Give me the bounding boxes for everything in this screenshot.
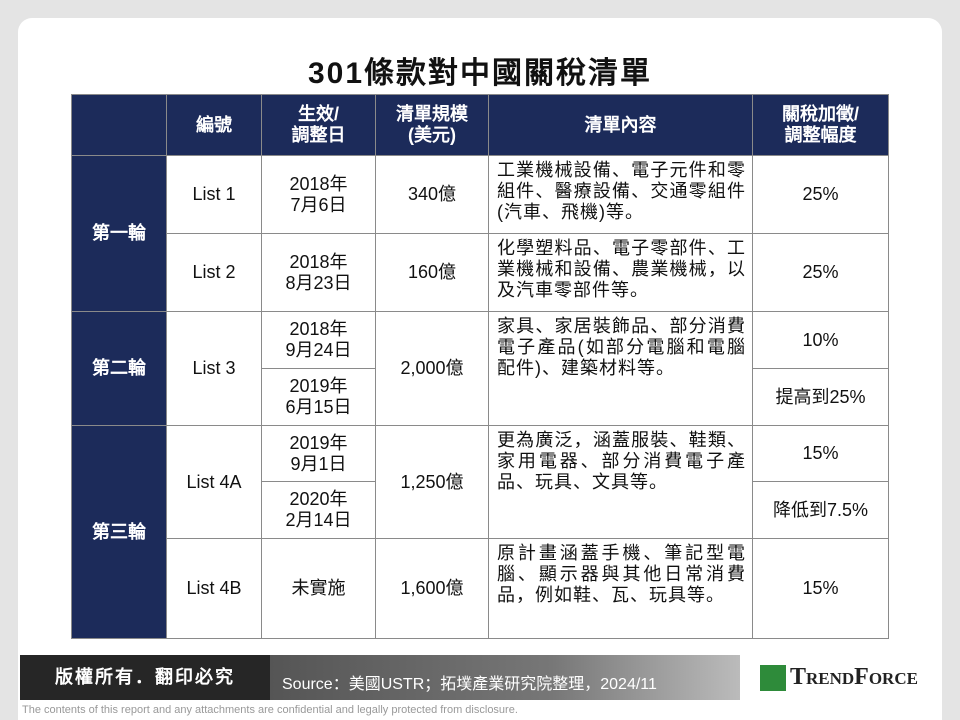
date-cell: 2019年 9月1日 bbox=[261, 425, 376, 482]
date-cell: 2018年 8月23日 bbox=[261, 233, 376, 312]
source: Source：美國USTR；拓墣產業研究院整理，2024/11 bbox=[270, 655, 740, 700]
title: 301條款對中國關稅清單 bbox=[307, 57, 653, 90]
list-id: List 4A bbox=[166, 425, 262, 539]
content-cell: 原計畫涵蓋手機、筆記型電腦、顯示器與其他日常消費品，例如鞋、瓦、玩具等。 bbox=[488, 538, 753, 639]
logo-text: TrendForce bbox=[790, 664, 918, 690]
table-row: List 4B 未實施 1,600億 原計畫涵蓋手機、筆記型電腦、顯示器與其他日常消費… bbox=[72, 538, 889, 639]
header-cell bbox=[71, 94, 167, 156]
header-cell: 關稅加徵/ 調整幅度 bbox=[752, 94, 889, 156]
rate-cell: 降低到7.5% bbox=[752, 481, 889, 539]
copyright: 版權所有．翻印必究 bbox=[20, 655, 270, 700]
date-cell: 2018年 9月24日 bbox=[261, 311, 376, 369]
size-cell: 1,250億 bbox=[375, 425, 489, 539]
round-cell: 第三輪 bbox=[71, 425, 167, 639]
content-cell: 化學塑料品、電子零部件、工業機械和設備、農業機械，以及汽車零部件等。 bbox=[488, 233, 753, 312]
tariff-table: 編號 生效/ 調整日 清單規模 (美元) 清單內容 關稅加徵/ 調整幅度 第一輪 List … bbox=[71, 94, 889, 639]
table-row: 2020年 2月14日 降低到7.5% bbox=[72, 481, 889, 539]
content-cell: 工業機械設備、電子元件和零組件、醫療設備、交通零組件(汽車、飛機)等。 bbox=[488, 155, 753, 234]
size-cell: 2,000億 bbox=[375, 311, 489, 426]
header-cell: 生效/ 調整日 bbox=[261, 94, 376, 156]
list-id: List 1 bbox=[166, 155, 262, 234]
disclaimer: The contents of this report and any atta… bbox=[22, 704, 518, 716]
logo: TrendForce bbox=[760, 664, 918, 692]
rate-cell: 15% bbox=[752, 538, 889, 639]
date-cell: 未實施 bbox=[261, 538, 376, 639]
date-cell: 2019年 6月15日 bbox=[261, 368, 376, 426]
rate-cell: 提高到25% bbox=[752, 368, 889, 426]
table-row: 第二輪 List 3 2018年 9月24日 2,000億 家具、家居裝飾品、部分消費電… bbox=[71, 311, 889, 426]
header-cell: 清單規模 (美元) bbox=[375, 94, 489, 156]
content-cell: 家具、家居裝飾品、部分消費電子產品(如部分電腦和電腦配件)、建築材料等。 bbox=[488, 311, 753, 426]
list-id: List 2 bbox=[166, 233, 262, 312]
logo-icon bbox=[760, 665, 786, 692]
list-id: List 4B bbox=[166, 538, 262, 639]
rate-cell: 10% bbox=[752, 311, 889, 369]
date-cell: 2018年 7月6日 bbox=[261, 155, 376, 234]
content-cell: 更為廣泛，涵蓋服裝、鞋類、家用電器、部分消費電子產品、玩具、文具等。 bbox=[488, 425, 753, 539]
round-cell: 第二輪 bbox=[71, 311, 167, 426]
header-cell: 編號 bbox=[166, 94, 262, 156]
size-cell: 160億 bbox=[375, 233, 489, 312]
round-cell: 第一輪 bbox=[71, 155, 167, 312]
size-cell: 1,600億 bbox=[375, 538, 489, 639]
header-cell: 清單內容 bbox=[488, 94, 753, 156]
table-row: List 2 2018年 8月23日 160億 化學塑料品、電子零部件、工業機械和設備… bbox=[72, 233, 889, 312]
date-cell: 2020年 2月14日 bbox=[261, 481, 376, 539]
rate-cell: 15% bbox=[752, 425, 889, 482]
rate-cell: 25% bbox=[752, 155, 889, 234]
table-row: 第三輪 List 4A 2019年 9月1日 1,250億 更為廣泛，涵蓋服裝、鞋類、家… bbox=[71, 425, 889, 639]
list-id: List 3 bbox=[166, 311, 262, 426]
rate-cell: 25% bbox=[752, 233, 889, 312]
table-row: 第一輪 List 1 2018年 7月6日 340億 工業機械設備、電子元件和零組件、醫… bbox=[71, 155, 889, 312]
header-row: 編號 生效/ 調整日 清單規模 (美元) 清單內容 關稅加徵/ 調整幅度 bbox=[71, 94, 889, 156]
size-cell: 340億 bbox=[375, 155, 489, 234]
table-row: 2019年 6月15日 提高到25% bbox=[72, 368, 889, 426]
